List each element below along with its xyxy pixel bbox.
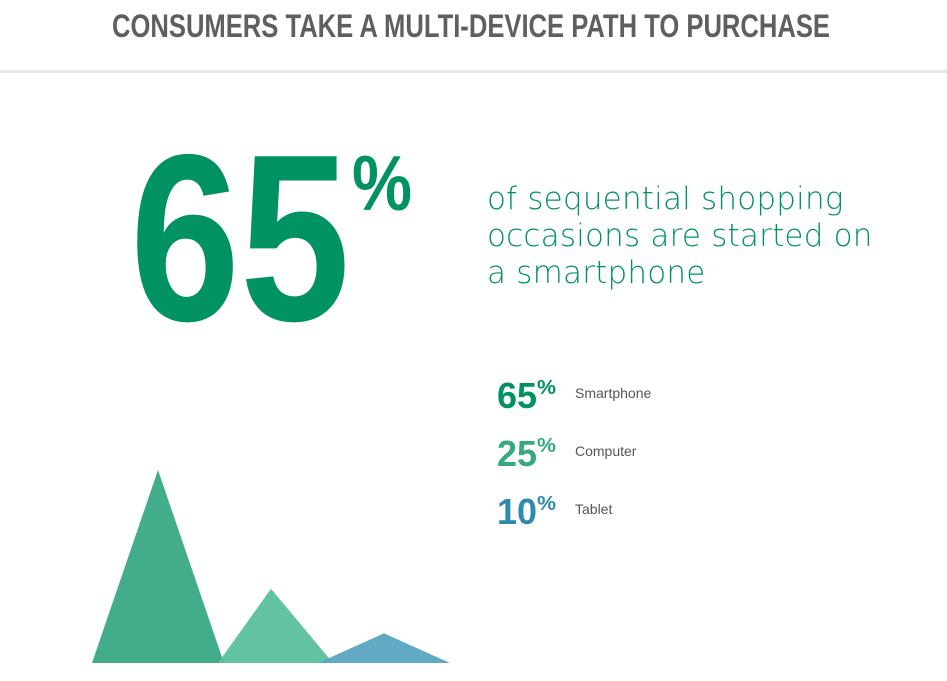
legend-unit: % xyxy=(537,493,556,515)
legend-label: Smartphone xyxy=(575,385,651,401)
legend-value: 10 xyxy=(497,491,537,532)
legend-unit: % xyxy=(537,435,556,457)
headline-value: 65 xyxy=(130,106,350,371)
triangle xyxy=(218,588,333,663)
headline-unit: % xyxy=(352,139,412,227)
headline-text: of sequential shopping occasions are sta… xyxy=(487,181,873,291)
triangle xyxy=(92,470,224,663)
triangle xyxy=(318,633,450,663)
legend-label: Tablet xyxy=(575,501,612,517)
legend-value: 65 xyxy=(497,375,537,416)
legend-label: Computer xyxy=(575,443,637,459)
legend-unit: % xyxy=(537,377,556,399)
legend-value: 25 xyxy=(497,433,537,474)
chart-title: CONSUMERS TAKE A MULTI-DEVICE PATH TO PU… xyxy=(112,8,830,44)
header-divider xyxy=(0,70,947,73)
